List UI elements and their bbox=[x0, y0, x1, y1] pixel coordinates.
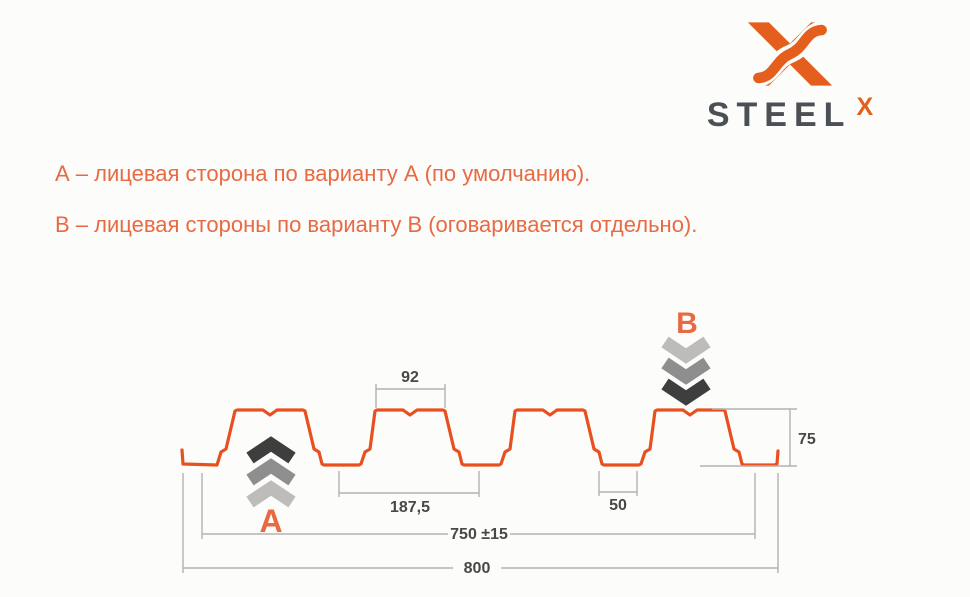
dim-rib-pitch: 187,5 bbox=[338, 471, 480, 516]
profile-outline bbox=[180, 408, 780, 467]
variant-b-label: В bbox=[676, 307, 698, 340]
note-variant-a: А – лицевая сторона по варианту А (по ум… bbox=[55, 161, 591, 186]
note-variant-b: В – лицевая стороны по варианту В (огова… bbox=[55, 212, 698, 237]
dim-useful-width: 750 ±15 bbox=[201, 473, 756, 543]
variant-a-label: А bbox=[259, 503, 282, 539]
dim-valley-width: 50 bbox=[598, 471, 638, 514]
chevron-down-icon bbox=[661, 336, 711, 364]
chevron-down-icon bbox=[661, 357, 711, 385]
logo-wave-stroke bbox=[753, 24, 827, 84]
dim-height: 75 bbox=[700, 408, 816, 467]
brand-x-superscript: X bbox=[856, 93, 874, 121]
steelx-logo: STEEL X bbox=[660, 22, 920, 135]
chevron-up-icon bbox=[246, 436, 296, 464]
dim-value-valley-width: 50 bbox=[609, 497, 627, 514]
dim-value-height: 75 bbox=[798, 431, 816, 448]
chevron-down-icon bbox=[661, 378, 711, 406]
chevron-up-icon bbox=[246, 480, 296, 508]
dim-overall-width: 800 bbox=[182, 473, 779, 577]
chevron-up-icon bbox=[246, 458, 296, 486]
dim-value-rib-pitch: 187,5 bbox=[390, 499, 430, 516]
dim-value-overall-width: 800 bbox=[464, 560, 491, 577]
steelx-logo-mark-icon bbox=[744, 22, 836, 86]
brand-wordmark: STEEL X bbox=[660, 93, 920, 135]
variant-b-chevrons-icon bbox=[661, 336, 711, 406]
dim-value-useful-width: 750 ±15 bbox=[450, 526, 508, 543]
variant-a-chevrons-icon bbox=[246, 436, 296, 508]
brand-steel-text: STEEL bbox=[706, 96, 852, 134]
dim-crest-width: 92 bbox=[375, 369, 446, 408]
dim-value-crest-width: 92 bbox=[401, 369, 419, 386]
